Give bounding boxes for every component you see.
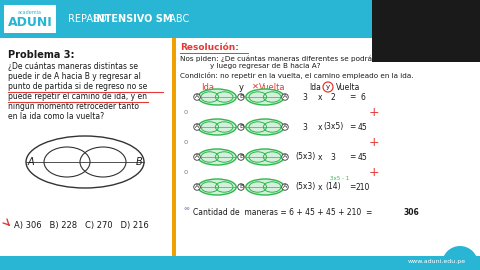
- Text: academia: academia: [18, 9, 42, 15]
- Text: ADUNI: ADUNI: [8, 15, 52, 29]
- Bar: [0, 256, 480, 270]
- Text: 3x5 - 1: 3x5 - 1: [330, 177, 349, 181]
- Bar: [0, 38, 172, 270]
- Text: 3: 3: [302, 93, 307, 102]
- Text: puede ir de A hacia B y regresar al: puede ir de A hacia B y regresar al: [8, 72, 141, 81]
- Text: Nos piden: ¿De cuántas maneras diferentes se podrá viajar de A hacia B: Nos piden: ¿De cuántas maneras diferente…: [180, 56, 442, 62]
- Text: A) 306   B) 228   C) 270   D) 216: A) 306 B) 228 C) 270 D) 216: [14, 221, 149, 230]
- Ellipse shape: [198, 119, 236, 135]
- Text: A: A: [28, 157, 34, 167]
- Text: B: B: [136, 157, 143, 167]
- Text: B: B: [239, 184, 243, 190]
- Text: A: A: [283, 184, 287, 190]
- Text: y luego regresar de B hacia A?: y luego regresar de B hacia A?: [210, 63, 321, 69]
- Text: B: B: [239, 154, 243, 160]
- Text: A: A: [283, 124, 287, 130]
- Text: Condición: no repetir en la vuelta, el camino empleado en la ida.: Condición: no repetir en la vuelta, el c…: [180, 72, 413, 79]
- Text: ningún momento retroceder tanto: ningún momento retroceder tanto: [8, 102, 139, 111]
- Text: Problema 3:: Problema 3:: [8, 50, 74, 60]
- Bar: [172, 38, 176, 260]
- Text: 2: 2: [331, 93, 336, 102]
- Text: 3: 3: [331, 153, 336, 161]
- Text: o: o: [184, 169, 188, 175]
- Text: x: x: [318, 183, 322, 191]
- Text: REPASO: REPASO: [68, 14, 110, 24]
- Text: +: +: [369, 137, 379, 150]
- Text: ✕: ✕: [252, 82, 259, 91]
- Ellipse shape: [246, 149, 284, 165]
- Text: INTENSIVO SM: INTENSIVO SM: [93, 14, 172, 24]
- Text: x: x: [318, 153, 322, 161]
- Text: Vuelta: Vuelta: [336, 83, 360, 92]
- Text: 45: 45: [358, 153, 368, 161]
- Ellipse shape: [246, 119, 284, 135]
- Ellipse shape: [246, 89, 284, 105]
- Text: Cantidad de  maneras = 6 + 45 + 45 + 210  =: Cantidad de maneras = 6 + 45 + 45 + 210 …: [193, 208, 375, 217]
- Text: =: =: [349, 123, 355, 131]
- Text: A: A: [283, 154, 287, 160]
- Text: =: =: [349, 153, 355, 161]
- Text: A: A: [195, 94, 199, 100]
- Text: 6: 6: [360, 93, 365, 102]
- Ellipse shape: [198, 179, 236, 195]
- Text: B: B: [239, 124, 243, 130]
- Text: +: +: [369, 167, 379, 180]
- Text: (3x5): (3x5): [323, 123, 343, 131]
- Text: A: A: [195, 184, 199, 190]
- Text: Vuelta: Vuelta: [259, 83, 285, 92]
- Text: =: =: [349, 183, 355, 191]
- Circle shape: [442, 246, 478, 270]
- Text: 45: 45: [358, 123, 368, 131]
- Text: 3: 3: [302, 123, 307, 131]
- Text: o: o: [184, 139, 188, 145]
- Text: Resolución:: Resolución:: [180, 43, 239, 52]
- Text: °°: °°: [183, 208, 190, 214]
- Ellipse shape: [198, 149, 236, 165]
- Text: 210: 210: [356, 183, 370, 191]
- Bar: [372, 0, 480, 62]
- Text: puede repetir el camino de ida, y en: puede repetir el camino de ida, y en: [8, 92, 147, 101]
- Text: Ida: Ida: [309, 83, 321, 92]
- Text: y: y: [239, 83, 243, 92]
- Ellipse shape: [198, 89, 236, 105]
- Text: (5x3): (5x3): [295, 183, 315, 191]
- Text: www.aduni.edu.pe: www.aduni.edu.pe: [408, 259, 466, 265]
- Text: y: y: [326, 84, 330, 90]
- Text: x: x: [318, 123, 322, 131]
- Text: ¿De cuántas maneras distintas se: ¿De cuántas maneras distintas se: [8, 62, 138, 71]
- Text: (5x3): (5x3): [295, 153, 315, 161]
- Text: Ida: Ida: [202, 83, 215, 92]
- Bar: [4, 5, 56, 33]
- Text: · ABC: · ABC: [160, 14, 189, 24]
- Text: 306: 306: [404, 208, 420, 217]
- Text: (14): (14): [325, 183, 341, 191]
- Ellipse shape: [246, 179, 284, 195]
- Text: o: o: [184, 109, 188, 115]
- Text: x: x: [318, 93, 322, 102]
- Bar: [0, 0, 480, 38]
- Text: A: A: [195, 124, 199, 130]
- Text: +: +: [369, 106, 379, 120]
- Text: punto de partida si de regreso no se: punto de partida si de regreso no se: [8, 82, 147, 91]
- Text: A: A: [195, 154, 199, 160]
- Text: =: =: [349, 93, 355, 102]
- Text: B: B: [239, 94, 243, 100]
- Text: en la ida como la vuelta?: en la ida como la vuelta?: [8, 112, 104, 121]
- Bar: [172, 38, 480, 270]
- Text: A: A: [283, 94, 287, 100]
